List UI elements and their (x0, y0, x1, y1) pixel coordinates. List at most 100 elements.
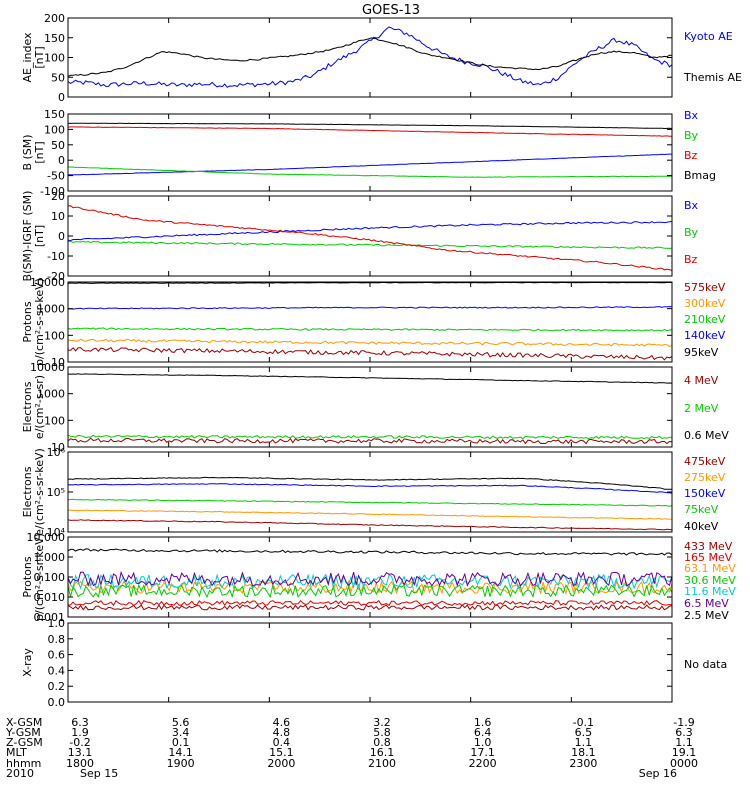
panel-frame (67, 281, 673, 363)
y-tick-label: 50 (51, 71, 65, 84)
legend-entry: By (684, 129, 699, 142)
y-tick-label: 0.100 (34, 571, 66, 584)
y-tick-label: 200 (44, 12, 65, 25)
legend-entry: Bx (684, 109, 699, 122)
legend-entry: 2.5 MeV (684, 609, 729, 622)
series-line-electrons_kev-3 (67, 498, 673, 507)
panel-ae: 0 50 100 150 200 AE_index [nT] Kyoto AE Themis A… (21, 12, 742, 104)
legend-entry: Bz (684, 253, 698, 266)
y-tick-label: 10 (51, 356, 65, 369)
y-axis-unit: e/(cm²-s-sr) (33, 375, 46, 439)
series-line-electrons_mev-0 (67, 437, 673, 445)
panel-bsm: -100 -50 0 50 100 150 B (SM) [nT] Bx By Bz Bmag (21, 108, 716, 198)
y-tick-label: 100 (44, 329, 65, 342)
series-line-protons_low-0 (67, 346, 673, 361)
legend-entry: 40keV (684, 520, 719, 533)
panel-frame (67, 622, 673, 703)
series-line-electrons_kev-1 (67, 509, 673, 520)
no-data-note: No data (684, 658, 727, 671)
panel-frame (67, 113, 673, 192)
ephemeris-value: 0.4 (273, 736, 291, 749)
ephemeris-value: 6.4 (474, 726, 492, 739)
y-tick-label: 0 (58, 230, 65, 243)
y-tick-label: 20 (51, 190, 65, 203)
ephemeris-value: 4.8 (273, 726, 291, 739)
ephemeris-value: 14.1 (168, 746, 193, 759)
ephemeris-value: 0.1 (172, 736, 190, 749)
y-tick-label: 0 (58, 154, 65, 167)
series-line-protons_mev-2 (67, 579, 673, 596)
legend-entry: 150keV (684, 487, 726, 500)
series-line-bigrf-1 (67, 240, 673, 249)
legend-entry: 11.6 MeV (684, 585, 736, 598)
y-axis-unit: p/(cm²-s-sr-keV) (33, 533, 46, 621)
panel-bigrf: -20 -10 0 10 20 B(SM)-IGRF (SM) [nT] Bx By Bz (21, 190, 699, 283)
y-tick-label: 10.000 (27, 531, 66, 544)
ephemeris-value: Sep 15 (80, 767, 118, 780)
series-line-bigrf-2 (67, 205, 673, 271)
panel-electrons_kev: 10⁴ 10⁵ 10⁶ Electrons e/(cm²-s-sr-keV) 475keV… (21, 446, 726, 539)
series-line-protons_low-2 (67, 327, 673, 332)
y-tick-label: 150 (44, 32, 65, 45)
ephemeris-table: X-GSM 6.3 5.6 4.6 3.2 1.6 -0.1 -1.9 Y-GSM 1.9 3.4 4… (5, 716, 698, 780)
ephemeris-value: 2000 (267, 757, 295, 770)
y-tick-label: 100 (44, 414, 65, 427)
y-tick-label: 50 (51, 139, 65, 152)
series-line-protons_mev-6 (67, 548, 673, 556)
legend-entry: 140keV (684, 329, 726, 342)
series-line-ae-1 (67, 37, 673, 77)
y-tick-label: 0.8 (48, 633, 66, 646)
y-tick-label: 0.2 (48, 680, 66, 693)
y-axis-label: Protons (21, 556, 34, 597)
legend-entry: 210keV (684, 313, 726, 326)
legend-entry: 0.6 MeV (684, 429, 729, 442)
panel-frame (67, 195, 673, 277)
y-tick-label: 10 (51, 441, 65, 454)
ephemeris-row-label: X-GSM (6, 716, 42, 729)
panel-frame (67, 366, 673, 448)
legend-entry: 300keV (684, 297, 726, 310)
ephemeris-value: 18.1 (571, 746, 596, 759)
series-line-bsm-3 (67, 122, 673, 130)
legend-entry: 63.1 MeV (684, 562, 736, 575)
series-line-protons_mev-0 (67, 604, 673, 611)
y-tick-label: 10⁴ (47, 526, 66, 539)
legend-entry: 95keV (684, 346, 719, 359)
series-line-electrons_mev-2 (67, 373, 673, 384)
y-axis-unit: p/(cm²-s-sr-keV) (33, 278, 46, 366)
legend-entry: Themis AE (683, 71, 742, 84)
y-axis-label: AE_index (21, 32, 34, 83)
legend-entry: 433 MeV (684, 540, 733, 553)
legend-entry: 2 MeV (684, 402, 719, 415)
series-line-protons_low-3 (67, 306, 673, 310)
legend-entry: By (684, 226, 699, 239)
y-tick-label: 1.0 (48, 617, 66, 630)
series-line-electrons_mev-1 (67, 434, 672, 440)
legend-entry: 75keV (684, 503, 719, 516)
series-line-bsm-2 (67, 126, 672, 137)
ephemeris-value: Sep 16 (639, 767, 677, 780)
panel-electrons_mev: 10 100 1000 10000 Electrons e/(cm²-s-sr) 4 MeV… (21, 361, 729, 454)
y-tick-label: 10⁵ (47, 486, 65, 499)
ephemeris-value: 19.1 (672, 746, 697, 759)
series-line-protons_mev-5 (67, 570, 673, 588)
legend-entry: 6.5 MeV (684, 597, 729, 610)
y-tick-label: 1.000 (34, 551, 66, 564)
ephemeris-value: 3.4 (172, 726, 190, 739)
ephemeris-row-label: MLT (6, 746, 27, 759)
series-line-electrons_kev-4 (67, 476, 672, 490)
y-axis-label: X-ray (21, 648, 34, 677)
y-tick-label: 100 (44, 123, 65, 136)
y-axis-label: Protons (21, 301, 34, 342)
panel-xray: 0.0 0.2 0.4 0.6 0.8 1.0 X-ray No data (21, 617, 727, 709)
ephemeris-row-label: hhmm (6, 757, 41, 770)
ephemeris-value: 6.3 (71, 716, 89, 729)
legend-entry: Kyoto AE (684, 30, 733, 43)
ephemeris-value: 1900 (167, 757, 195, 770)
series-line-bsm-1 (68, 166, 673, 178)
ephemeris-value: 2200 (469, 757, 497, 770)
y-axis-unit: [nT] (33, 46, 46, 68)
y-tick-label: -50 (47, 170, 65, 183)
